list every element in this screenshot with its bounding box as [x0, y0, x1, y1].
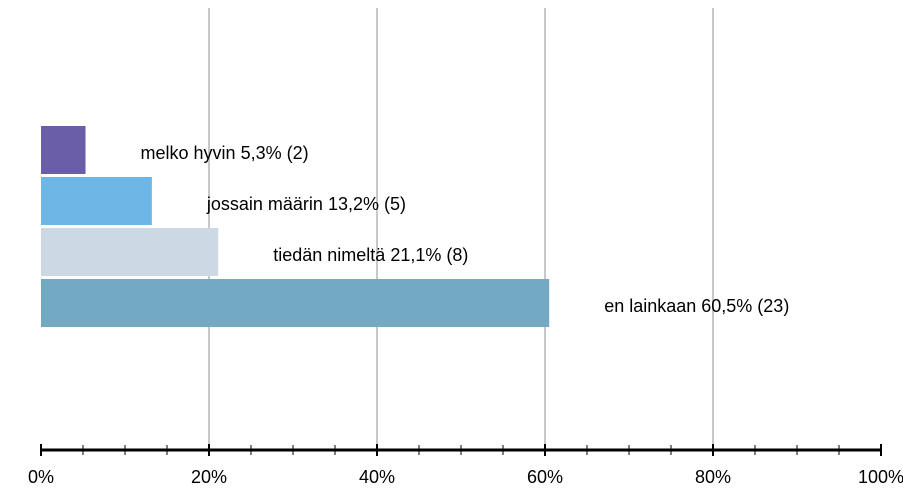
x-tick-label: 40% [359, 467, 395, 487]
bar [41, 228, 219, 276]
category-label: jossain määrin [206, 194, 323, 214]
x-tick-label: 100% [858, 467, 903, 487]
data-label: jossain määrin 13,2% (5) [206, 194, 406, 214]
value-label: 60,5% (23) [701, 296, 789, 316]
bar [41, 177, 152, 225]
category-label: tiedän nimeltä [273, 245, 386, 265]
x-tick-label: 0% [28, 467, 54, 487]
value-label: 5,3% (2) [241, 143, 309, 163]
x-tick-label: 60% [527, 467, 563, 487]
data-label: melko hyvin 5,3% (2) [141, 143, 309, 163]
bar [41, 279, 550, 327]
category-label: melko hyvin [141, 143, 236, 163]
x-tick-label: 80% [695, 467, 731, 487]
x-tick-label: 20% [191, 467, 227, 487]
value-label: 21,1% (8) [390, 245, 468, 265]
value-label: 13,2% (5) [328, 194, 406, 214]
data-label: en lainkaan 60,5% (23) [604, 296, 789, 316]
category-label: en lainkaan [604, 296, 696, 316]
bar [41, 126, 86, 174]
data-label: tiedän nimeltä 21,1% (8) [273, 245, 468, 265]
